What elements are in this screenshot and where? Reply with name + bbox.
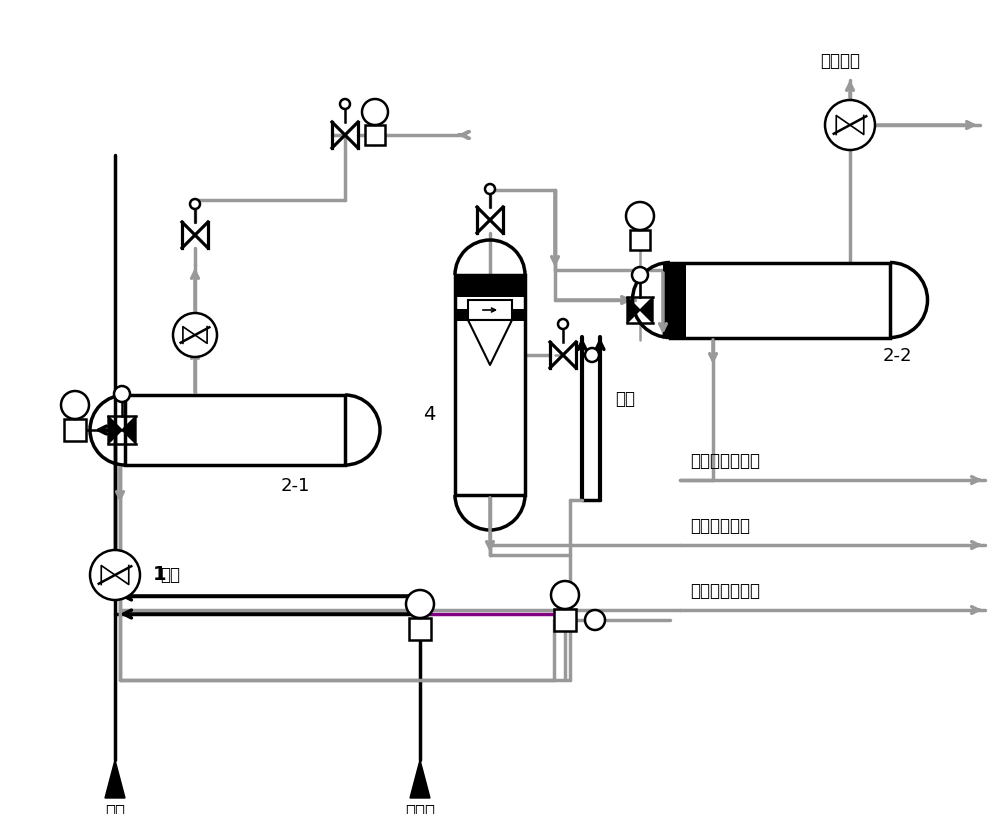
Bar (468, 300, 512, 320)
Bar (554, 609, 576, 631)
Circle shape (362, 99, 388, 125)
Circle shape (485, 184, 495, 194)
Circle shape (190, 199, 200, 209)
Text: 2-1: 2-1 (280, 477, 310, 495)
Text: 一级电脱盐切水: 一级电脱盐切水 (690, 582, 760, 600)
Circle shape (406, 590, 434, 618)
Circle shape (61, 391, 89, 419)
Polygon shape (410, 760, 430, 798)
Circle shape (558, 319, 568, 329)
Bar (64, 419, 86, 441)
Circle shape (626, 202, 654, 230)
Bar (125, 395, 345, 465)
Circle shape (825, 100, 875, 150)
Circle shape (585, 610, 605, 630)
Bar (365, 125, 385, 145)
Bar (409, 618, 431, 640)
Circle shape (585, 348, 599, 362)
Circle shape (632, 267, 648, 283)
Text: 注水: 注水 (160, 566, 180, 584)
Text: 脱后原油: 脱后原油 (820, 52, 860, 70)
Bar (455, 275, 525, 495)
Circle shape (114, 386, 130, 402)
Circle shape (173, 313, 217, 357)
Polygon shape (640, 297, 653, 323)
Polygon shape (627, 297, 640, 323)
Circle shape (90, 550, 140, 600)
Text: 1: 1 (153, 566, 167, 584)
Bar (455, 309, 525, 321)
Bar (455, 277, 525, 297)
Text: 破之剂: 破之剂 (405, 803, 435, 814)
Polygon shape (122, 416, 136, 444)
Polygon shape (108, 416, 122, 444)
Text: 旋流含盐污水: 旋流含盐污水 (690, 517, 750, 535)
Circle shape (551, 581, 579, 609)
Circle shape (340, 99, 350, 109)
Text: 2-2: 2-2 (883, 347, 912, 365)
Bar (630, 230, 650, 250)
Bar (670, 262, 890, 338)
Text: 4: 4 (423, 405, 435, 424)
Bar (663, 262, 686, 338)
Text: 注水: 注水 (615, 390, 635, 408)
Polygon shape (105, 760, 125, 798)
Text: 二级电脱盐切水: 二级电脱盐切水 (690, 452, 760, 470)
Text: 原油: 原油 (105, 803, 125, 814)
Polygon shape (468, 320, 512, 365)
